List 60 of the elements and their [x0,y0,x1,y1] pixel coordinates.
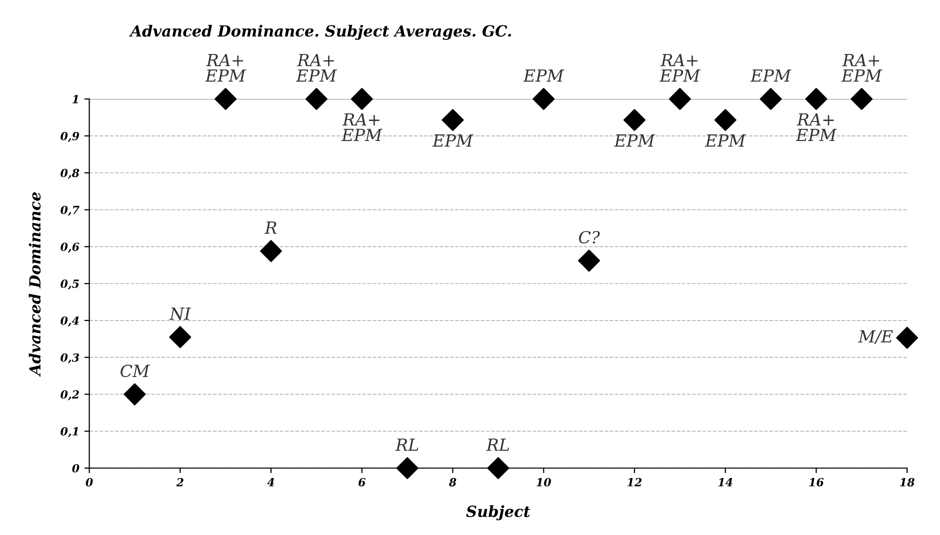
annotation: RA+ EPM [841,54,882,82]
x-tick-label: 16 [809,478,824,486]
y-tick-label: 0,8 [60,168,80,179]
y-tick-label: 0,4 [60,316,79,327]
point [805,88,828,110]
y-tick-label: 0,5 [60,280,79,290]
annotation: EPM [432,134,474,147]
y-tick-label: 1 [72,94,78,104]
y-tick-label: 0,3 [60,353,79,364]
annotation: RL [395,438,418,451]
point [760,88,782,110]
point [350,88,373,110]
annotation: EPM [523,69,564,82]
point [532,88,555,110]
annotation: RA+ EPM [205,54,246,82]
x-tick-label: 10 [536,478,551,486]
annotation: RA+ EPM [796,113,837,142]
y-tick-label: 0,6 [60,242,80,253]
y-tick-label: 0,9 [60,132,80,142]
annotation: RA+ EPM [659,54,700,82]
point [668,88,691,110]
annotation: M/E [858,330,893,344]
y-tick-label: 0 [72,464,80,473]
annotation: EPM [614,134,656,147]
x-tick-label: 0 [86,478,93,486]
x-tick-label: 6 [358,478,366,486]
x-tick-label: 18 [900,478,914,486]
annotation: C? [578,230,600,244]
y-tick-label: 0,7 [60,206,80,216]
point [396,457,418,480]
point [850,88,873,110]
point [260,240,282,262]
point [714,109,736,132]
annotation: RA+ EPM [341,113,382,142]
point [169,326,192,348]
annotation: EPM [750,69,792,82]
x-tick-label: 2 [176,478,184,486]
x-tick-label: 8 [449,478,456,486]
point [624,109,646,132]
point [442,109,464,132]
x-tick-label: 14 [718,478,732,486]
annotation: RL [486,438,510,451]
annotation: R [264,222,277,234]
annotation: EPM [704,134,746,147]
point [896,326,918,349]
point [305,88,328,110]
annotation: RA+ EPM [296,54,338,82]
point [124,383,146,406]
y-axis-title: Advanced Dominance [28,192,41,377]
point [214,88,237,110]
x-axis-title: Subject [466,505,530,520]
y-tick-label: 0,1 [60,427,78,438]
y-tick-label: 0,2 [60,390,79,400]
annotation: NI [169,308,192,320]
chart-title: Advanced Dominance. Subject Averages. GC. [128,24,512,40]
point [578,250,600,272]
point [487,457,510,480]
x-tick-label: 12 [627,478,642,486]
x-tick-label: 4 [267,478,274,486]
annotation: CM [120,364,150,378]
